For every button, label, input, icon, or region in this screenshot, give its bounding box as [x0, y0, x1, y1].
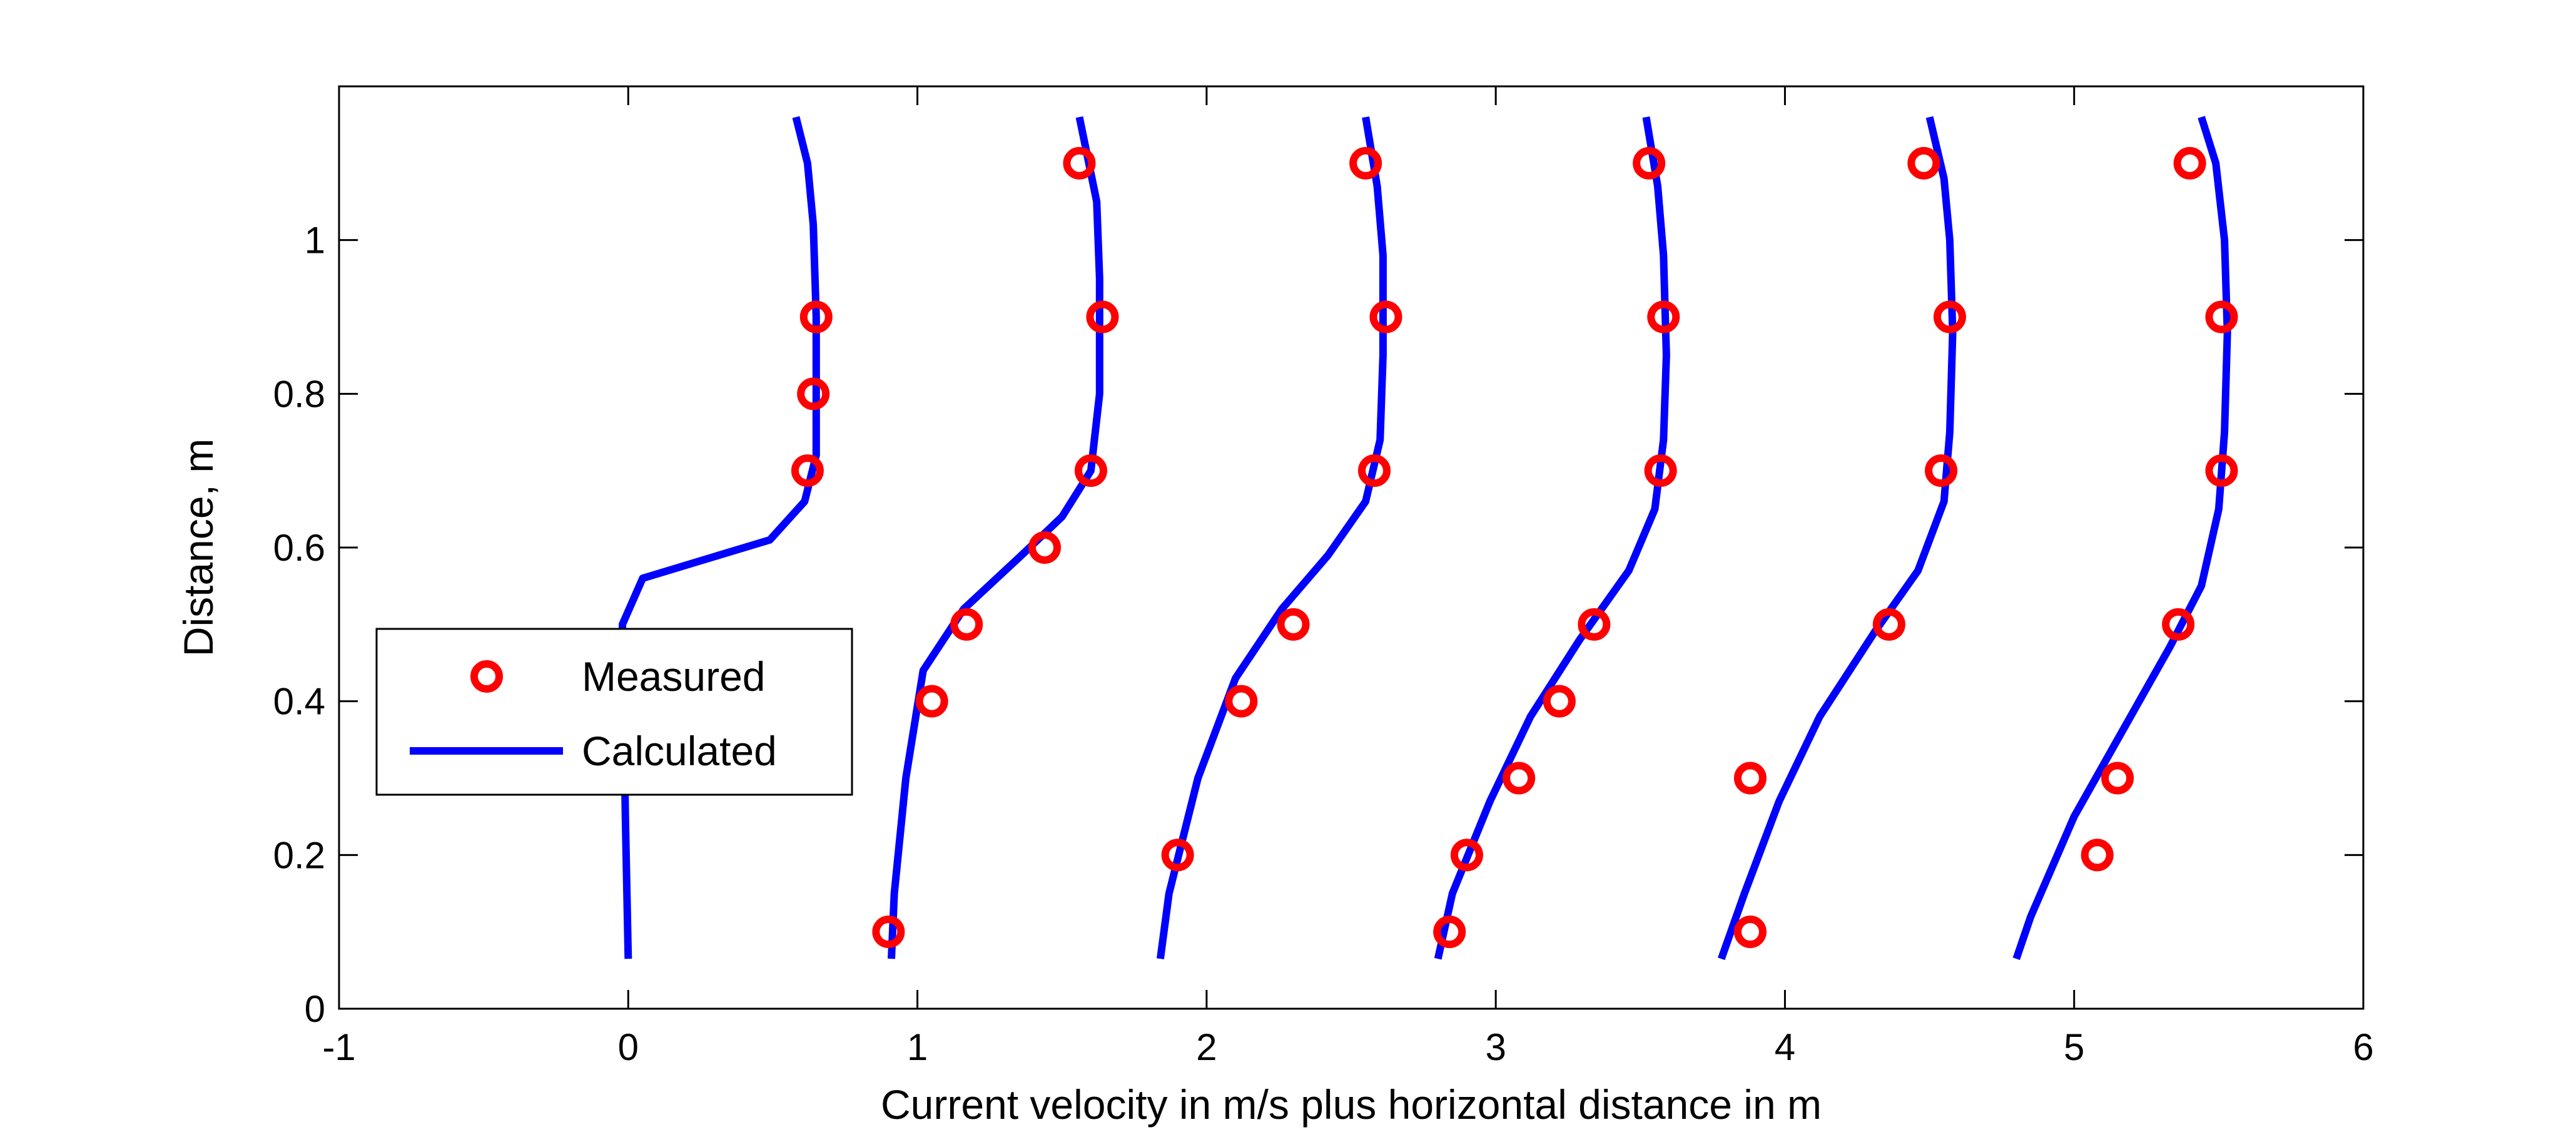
calculated-profile-line-4 [1434, 116, 1670, 960]
legend-box [375, 628, 853, 796]
calculated-profile-line-2 [888, 116, 1103, 959]
measured-point [1074, 454, 1107, 487]
plot-marks [619, 116, 2238, 961]
measured-point [1063, 146, 1096, 180]
measured-point [1433, 915, 1466, 949]
measured-point [1161, 839, 1194, 872]
legend-label-measured: Measured [582, 653, 766, 700]
x-tick-label: 2 [1196, 1026, 1217, 1068]
x-tick-label: 5 [2064, 1026, 2084, 1068]
calculated-profile-line-6 [2012, 116, 2231, 961]
calculated-profile-line-1 [619, 116, 820, 959]
measured-point [1907, 146, 1940, 180]
measured-point [1086, 300, 1119, 334]
measured-point [1349, 146, 1382, 180]
measured-point [1503, 762, 1536, 795]
measured-point [1225, 685, 1258, 718]
x-tick-label: 4 [1775, 1026, 1795, 1068]
x-axis-label: Current velocity in m/s plus horizontal … [881, 1081, 1822, 1128]
measured-point [2205, 300, 2238, 334]
measured-point [1369, 300, 1402, 334]
measured-point [950, 608, 983, 641]
measured-point [1933, 300, 1966, 334]
plot-frame [338, 85, 2365, 1010]
measured-point [1644, 454, 1677, 487]
measured-point [1028, 531, 1061, 564]
measured-point [1357, 454, 1391, 487]
y-tick-label: 0.6 [273, 527, 325, 569]
measured-point [2205, 454, 2238, 487]
x-tick-label: 0 [618, 1026, 639, 1068]
x-tick-label: 1 [907, 1026, 928, 1068]
y-tick-label: 0.2 [273, 834, 325, 876]
measured-point [1633, 146, 1666, 180]
y-tick-label: 0 [305, 988, 325, 1030]
x-tick-label: 3 [1485, 1026, 1506, 1068]
y-tick-label: 0.8 [273, 373, 325, 415]
measured-point [1277, 608, 1310, 641]
y-tick-label: 0.4 [273, 681, 325, 723]
measured-point [2101, 762, 2134, 795]
legend: Measured Calculated [375, 628, 853, 796]
measured-point [915, 685, 948, 718]
measured-point [1578, 608, 1611, 641]
axis-ticks: -1 0 1 2 3 4 5 600.20.40.60.81 [273, 86, 2374, 1068]
measured-point [799, 300, 833, 334]
y-tick-label: 1 [305, 220, 325, 262]
measured-point [1733, 915, 1767, 949]
measured-point [791, 454, 824, 487]
calculated-profile-line-5 [1718, 116, 1957, 961]
measured-point [2173, 146, 2206, 180]
y-axis-label: Distance, m [175, 439, 221, 656]
measured-point [1543, 685, 1576, 718]
x-tick-label: 6 [2353, 1026, 2373, 1068]
measured-point [872, 915, 905, 949]
measured-point [1647, 300, 1680, 334]
x-tick-label: -1 [322, 1026, 355, 1068]
measured-point [1925, 454, 1958, 487]
calculated-profile-line-3 [1156, 116, 1387, 959]
legend-label-calculated: Calculated [582, 728, 777, 774]
legend-marker-measured [470, 660, 503, 693]
measured-point [2162, 608, 2195, 641]
measured-point [797, 377, 830, 410]
measured-point [2081, 839, 2114, 872]
measured-point [1872, 608, 1905, 641]
measured-point [1733, 762, 1767, 795]
measured-point [1450, 839, 1483, 872]
